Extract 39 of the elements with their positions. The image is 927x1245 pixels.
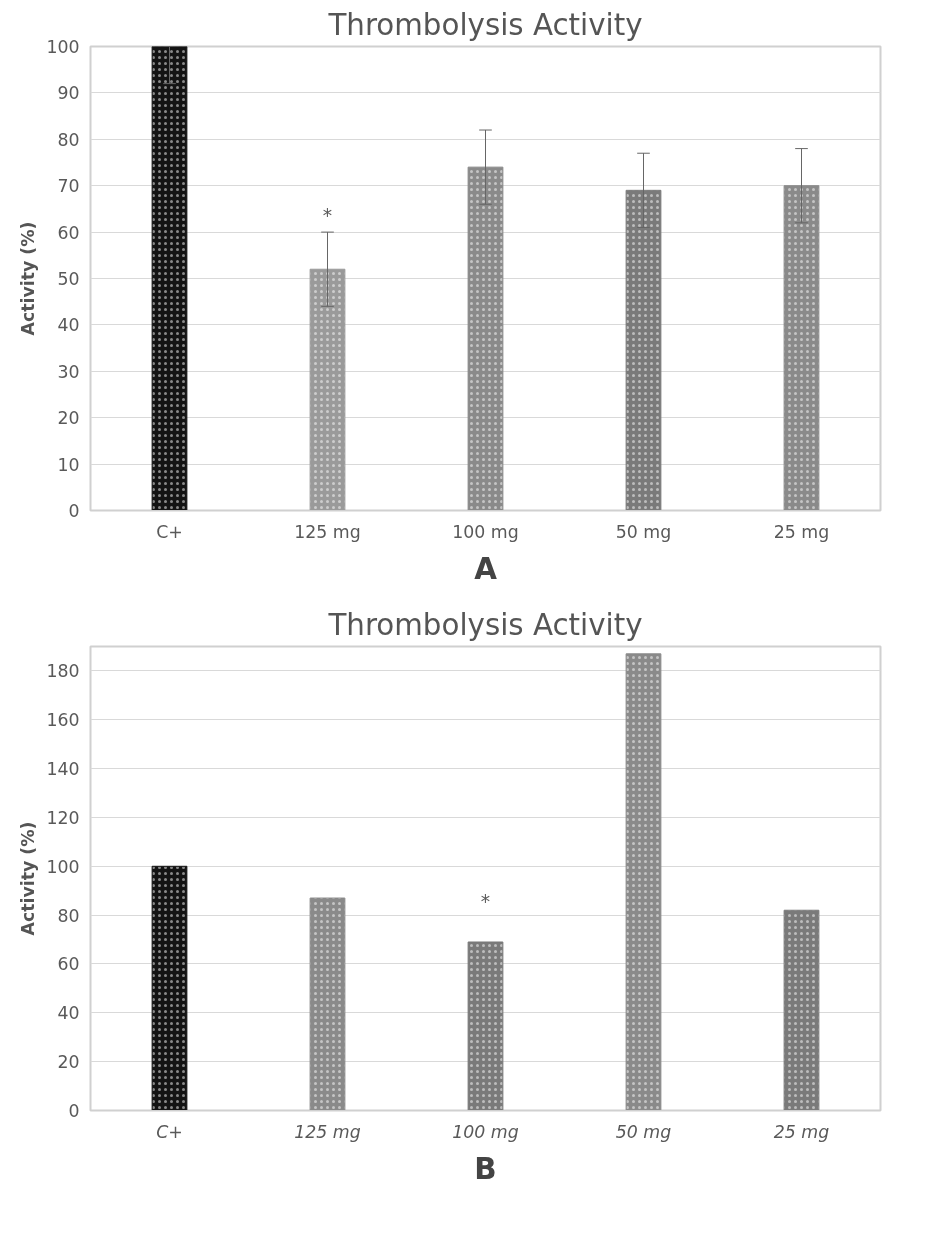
annotation: * <box>322 205 333 227</box>
text: B <box>474 1151 497 1186</box>
y-tick-label: 10 <box>57 454 80 475</box>
x-tick-label: C+ <box>156 521 183 542</box>
y-axis-title: Activity (%) <box>18 221 39 336</box>
text: A <box>474 551 498 586</box>
y-tick-label: 20 <box>57 408 80 429</box>
annotation: * <box>480 890 491 912</box>
y-tick-label: 80 <box>57 905 80 926</box>
y-tick-label: 100 <box>46 37 80 57</box>
y-tick-label: 0 <box>68 501 80 521</box>
y-tick-label: 100 <box>46 856 80 877</box>
x-tick-label: C+ <box>156 1121 183 1142</box>
y-tick-label: 0 <box>68 1101 80 1121</box>
y-tick-label: 40 <box>57 315 80 336</box>
y-tick-label: 90 <box>57 83 80 104</box>
y-tick-label: 140 <box>46 759 80 780</box>
x-tick-label: 25 mg <box>773 1121 830 1142</box>
x-tick-label: 125 mg <box>294 521 361 542</box>
chart-title: Thrombolysis Activity <box>327 7 643 42</box>
y-tick-label: 50 <box>57 269 80 289</box>
x-tick-label: 25 mg <box>773 521 830 542</box>
x-tick-label: 50 mg <box>615 1121 672 1142</box>
x-tick-label: 100 mg <box>452 521 519 542</box>
y-tick-label: 20 <box>57 1052 80 1073</box>
y-tick-label: 60 <box>57 954 80 975</box>
y-tick-label: 40 <box>57 1003 80 1024</box>
chart-title: Thrombolysis Activity <box>327 607 643 642</box>
y-axis-title: Activity (%) <box>18 821 39 936</box>
y-tick-label: 120 <box>46 807 80 828</box>
y-tick-label: 60 <box>57 222 80 243</box>
y-tick-label: 160 <box>46 710 80 731</box>
y-tick-label: 70 <box>57 176 80 197</box>
y-tick-label: 180 <box>46 661 80 682</box>
y-tick-label: 30 <box>57 361 80 382</box>
x-tick-label: 100 mg <box>452 1121 519 1142</box>
y-tick-label: 80 <box>57 129 80 150</box>
x-tick-label: 50 mg <box>615 521 672 542</box>
x-tick-label: 125 mg <box>294 1121 361 1142</box>
